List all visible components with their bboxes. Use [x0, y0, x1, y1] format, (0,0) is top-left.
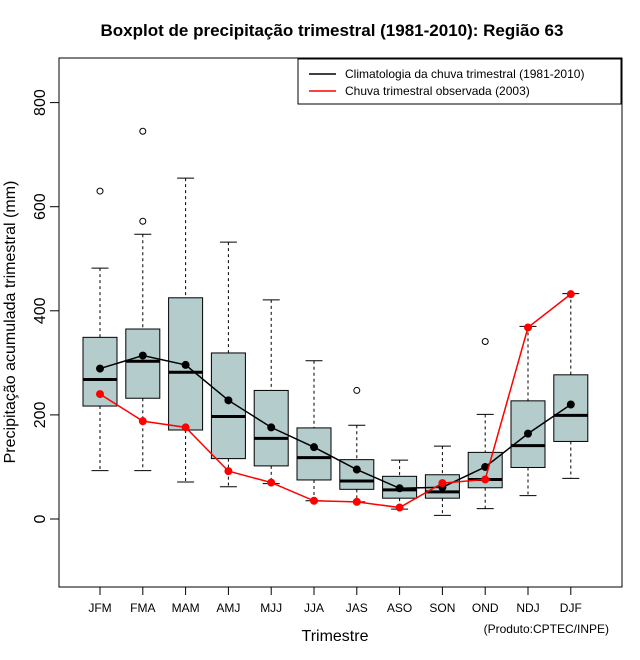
x-tick-label: DJF	[560, 601, 582, 615]
box-iqr	[553, 374, 589, 442]
plot-frame	[58, 57, 623, 588]
box-iqr	[210, 352, 246, 460]
y-tick-label: 200	[32, 401, 49, 428]
series-point	[96, 364, 104, 373]
y-tick-label: 800	[32, 89, 49, 116]
box-mam	[168, 177, 204, 483]
x-tick-label: ASO	[387, 601, 412, 615]
series-point	[481, 475, 490, 484]
y-tick-label: 400	[32, 297, 49, 324]
box-group	[82, 127, 589, 516]
box-ndj	[510, 325, 546, 497]
series-point	[566, 400, 575, 409]
legend-label-climatology: Climatologia da chuva trimestral (1981-2…	[345, 67, 584, 81]
series-point	[267, 478, 276, 487]
box-iqr	[296, 427, 332, 481]
series-point	[395, 503, 404, 512]
box-amj	[210, 241, 246, 488]
outlier-point	[139, 127, 147, 135]
y-tick-label: 0	[32, 514, 49, 523]
series-point	[138, 417, 147, 426]
series-point	[566, 290, 575, 299]
series-group	[96, 290, 575, 512]
legend-box	[297, 58, 622, 105]
box-mjj	[253, 299, 289, 485]
legend-label-observed: Chuva trimestral observada (2003)	[345, 84, 530, 98]
x-axis: JFM FMA MAM AMJ MJJ JJA JAS ASO SON OND NDJ DJF	[88, 587, 582, 615]
x-tick-label: JJA	[304, 601, 324, 615]
legend: Climatologia da chuva trimestral (1981-2…	[297, 58, 622, 105]
x-tick-label: OND	[472, 601, 499, 615]
series-point	[310, 496, 318, 505]
series-point	[138, 351, 147, 360]
series-point	[96, 390, 104, 399]
outlier-point	[353, 386, 361, 394]
y-tick-label: 600	[32, 193, 49, 220]
outlier-point	[481, 338, 489, 346]
series-line	[99, 293, 572, 509]
series-point	[352, 465, 361, 474]
outlier-point	[96, 187, 104, 195]
x-tick-label: MAM	[172, 601, 200, 615]
y-axis-label: Precipitação acumulada trimestral (mm)	[2, 181, 19, 464]
series-point	[352, 497, 361, 506]
x-tick-label: JFM	[88, 601, 111, 615]
box-jja	[296, 360, 332, 502]
box-jas	[339, 386, 375, 503]
x-tick-label: MJJ	[260, 601, 282, 615]
x-tick-label: JAS	[346, 601, 368, 615]
box-jfm	[82, 187, 118, 472]
series-point	[267, 423, 276, 432]
series-line	[99, 354, 572, 490]
series-point	[224, 467, 233, 476]
series-observed	[96, 290, 575, 512]
outlier-point	[139, 217, 147, 225]
series-point	[224, 396, 233, 405]
x-tick-label: SON	[429, 601, 455, 615]
series-point	[181, 423, 190, 432]
x-tick-label: FMA	[130, 601, 155, 615]
box-iqr	[125, 328, 161, 399]
x-tick-label: NDJ	[516, 601, 539, 615]
box-djf	[553, 293, 589, 479]
chart-title: Boxplot de precipitação trimestral (1981…	[101, 21, 564, 40]
x-axis-label: Trimestre	[302, 628, 369, 645]
y-axis: 0 200 400 600 800	[32, 89, 59, 523]
x-tick-label: AMJ	[216, 601, 240, 615]
series-point	[438, 479, 447, 488]
box-fma	[125, 127, 161, 472]
credit-text: (Produto:CPTEC/INPE)	[484, 622, 609, 636]
series-point	[524, 429, 532, 438]
series-point	[524, 323, 532, 332]
series-point	[310, 443, 318, 452]
series-point	[181, 360, 190, 369]
series-point	[395, 484, 404, 493]
